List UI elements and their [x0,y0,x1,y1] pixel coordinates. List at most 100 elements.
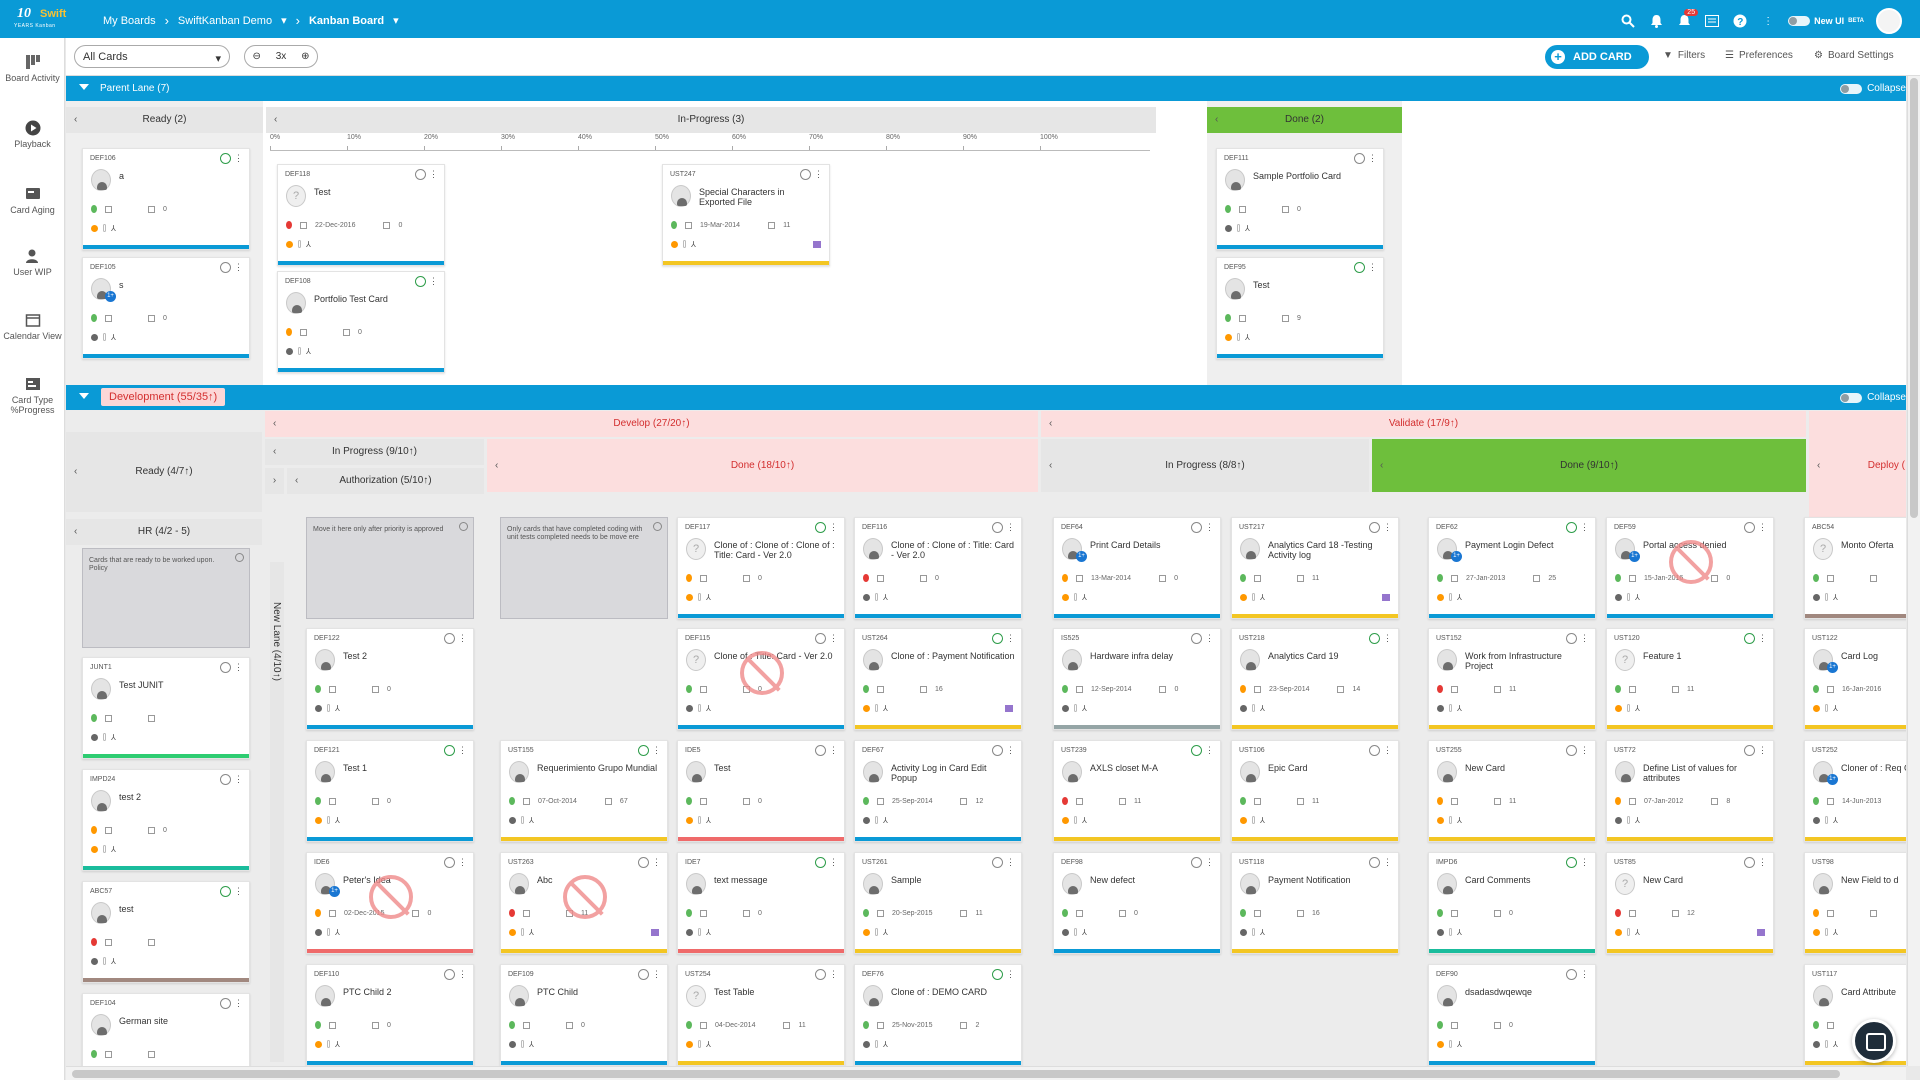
more-vertical-icon[interactable]: ⋮ [1383,522,1392,532]
more-vertical-icon[interactable]: ⋮ [1383,633,1392,643]
status-check-icon[interactable] [220,262,231,273]
zoom-out-icon[interactable]: ⊖ [252,51,261,62]
kanban-card[interactable]: DEF116 ⋮ Clone of : Clone of : Title: Card… [854,517,1022,619]
assignee-avatar[interactable] [686,761,706,783]
more-vertical-icon[interactable]: ⋮ [1580,745,1589,755]
assignee-avatar[interactable] [1225,278,1245,300]
alert-icon[interactable]: 25 [1676,9,1699,29]
more-vertical-icon[interactable]: ⋮ [652,969,661,979]
status-check-icon[interactable] [444,745,455,756]
chevron-down-icon[interactable]: ▾ [281,15,287,27]
swiftkanban-logo[interactable]: 10 Swift YEARS Kanban [10,6,75,32]
crumb-board[interactable]: SwiftKanban Demo [177,14,273,27]
assignee-avatar[interactable] [1240,649,1260,671]
kanban-card[interactable]: DEF111 ⋮ Sample Portfolio Card 0 ⅄ [1216,148,1384,250]
status-check-icon[interactable] [1354,153,1365,164]
kanban-card[interactable]: DEF118 ⋮? Test 22-Dec-2016 0 ⅄ [277,164,445,266]
horizontal-scrollbar[interactable] [66,1066,1906,1080]
more-vertical-icon[interactable]: ⋮ [1368,153,1377,163]
status-check-icon[interactable] [444,969,455,980]
status-check-icon[interactable] [1744,522,1755,533]
kanban-card[interactable]: DEF104⋮German site⅄ [82,993,250,1066]
kanban-card[interactable]: DEF95 ⋮ Test 9 ⅄ [1216,257,1384,359]
assignee-avatar[interactable]: ? [686,985,706,1007]
chevron-down-icon[interactable]: ▾ [393,15,399,27]
collapse-left-icon[interactable]: ‹ [495,460,499,471]
kanban-card[interactable]: UST261 ⋮ Sample 20-Sep-2015 11 ⅄ [854,852,1022,954]
report-icon[interactable] [1704,13,1720,29]
assignee-avatar[interactable] [509,873,529,895]
column-header-dev-ready[interactable]: ‹ Ready (4/7↑) [66,432,262,512]
collapse-triangle-icon[interactable] [79,84,89,90]
kanban-card[interactable]: DEF59 ⋮ 1+ Portal access denied 15-Jan-2016 0… [1606,517,1774,619]
more-vertical-icon[interactable]: ⋮ [234,886,243,896]
more-vertical-icon[interactable]: ⋮ [1006,522,1015,532]
assignee-avatar[interactable]: ? [686,538,706,560]
parent-lane-collapse[interactable]: Collapse [1840,83,1906,94]
crumb-kanban-board[interactable]: Kanban Board [308,14,385,27]
status-check-icon[interactable] [1566,745,1577,756]
more-vertical-icon[interactable]: ⋮ [1580,633,1589,643]
collapse-left-icon[interactable]: ‹ [1049,460,1053,471]
column-header-develop[interactable]: ‹ Develop (27/20↑) [265,411,1038,437]
more-vertical-icon[interactable]: ⋮ [1205,745,1214,755]
kanban-card[interactable]: UST152 ⋮ Work from Infrastructure Project 1… [1428,628,1596,730]
kanban-card[interactable]: UST263 ⋮ Abc 11 ⅄ [500,852,668,954]
more-vertical-icon[interactable]: ⋮ [1580,522,1589,532]
more-vertical-icon[interactable]: ⋮ [234,662,243,672]
more-vertical-icon[interactable]: ⋮ [234,262,243,272]
status-check-icon[interactable] [1744,745,1755,756]
kanban-card[interactable]: DEF122 ⋮ Test 2 0 ⅄ [306,628,474,730]
status-check-icon[interactable] [220,662,231,673]
more-vertical-icon[interactable]: ⋮ [1205,857,1214,867]
more-vertical-icon[interactable]: ⋮ [1758,522,1767,532]
more-vertical-icon[interactable]: ⋮ [652,745,661,755]
more-vertical-icon[interactable]: ⋮ [1205,522,1214,532]
kanban-card[interactable]: UST247 ⋮ Special Characters in Exported Fi… [662,164,830,266]
status-check-icon[interactable] [444,857,455,868]
status-check-icon[interactable] [1191,522,1202,533]
more-vertical-icon[interactable]: ⋮ [829,857,838,867]
close-icon[interactable] [459,522,468,531]
status-check-icon[interactable] [1744,857,1755,868]
preferences-button[interactable]: ☰ Preferences [1725,50,1793,61]
more-vertical-icon[interactable]: ⋮ [234,998,243,1008]
more-vertical-icon[interactable]: ⋮ [1006,633,1015,643]
status-check-icon[interactable] [800,169,811,180]
assignee-avatar[interactable] [863,985,883,1007]
filters-button[interactable]: ▼ Filters [1663,50,1705,61]
kanban-card[interactable]: UST252⋮1+Cloner of : Req Grupo Mundia14-… [1804,740,1906,842]
status-check-icon[interactable] [1369,522,1380,533]
kanban-card[interactable]: IDE5 ⋮ Test 0 ⅄ [677,740,845,842]
bell-icon[interactable] [1648,13,1664,29]
assignee-avatar[interactable] [1813,985,1833,1007]
kanban-card[interactable]: ABC54⋮?Monto Oferta⅄ [1804,517,1906,619]
kanban-card[interactable]: UST218 ⋮ Analytics Card 19 23-Sep-2014 14 ⅄ [1231,628,1399,730]
more-vertical-icon[interactable]: ⋮ [234,153,243,163]
assignee-avatar[interactable]: ? [1615,873,1635,895]
status-check-icon[interactable] [815,969,826,980]
status-check-icon[interactable] [415,169,426,180]
column-header-val-done[interactable]: ‹ Done (9/10↑) [1372,439,1806,492]
column-header-hr[interactable]: ‹ HR (4/2 - 5) [66,519,262,545]
status-check-icon[interactable] [992,857,1003,868]
assignee-avatar[interactable] [315,985,335,1007]
kanban-card[interactable]: UST217 ⋮ Analytics Card 18 -Testing Activi… [1231,517,1399,619]
collapse-left-icon[interactable]: ‹ [274,114,278,125]
more-vertical-icon[interactable]: ⋮ [1006,857,1015,867]
sidebar-item-calendar-view[interactable]: Calendar View [0,312,65,341]
status-check-icon[interactable] [1744,633,1755,644]
collapse-left-icon[interactable]: ‹ [1817,460,1821,471]
kanban-card[interactable]: ABC57 ⋮ test ⅄ [82,881,250,983]
collapse-triangle-icon[interactable] [79,393,89,399]
more-vertical-icon[interactable]: ⋮ [1580,857,1589,867]
more-vertical-icon[interactable]: ⋮ [458,969,467,979]
status-check-icon[interactable] [815,745,826,756]
more-vertical-icon[interactable]: ⋮ [829,522,838,532]
status-check-icon[interactable] [1369,857,1380,868]
scroll-thumb[interactable] [72,1070,1840,1078]
status-check-icon[interactable] [992,969,1003,980]
more-vertical-icon[interactable]: ⋮ [1758,633,1767,643]
assignee-avatar[interactable] [509,985,529,1007]
